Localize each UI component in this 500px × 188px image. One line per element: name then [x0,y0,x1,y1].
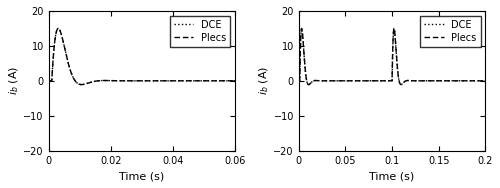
Plecs [56,27,62,30]
Line: Plecs: Plecs [48,28,236,85]
DCE [185,80,191,82]
DCE [46,80,52,82]
DCE [406,80,412,82]
DCE [398,83,404,86]
DCE [305,83,311,86]
DCE [391,27,397,30]
Plecs [398,83,404,86]
DCE [414,80,420,82]
X-axis label: Time (s): Time (s) [370,171,414,181]
DCE [56,27,62,30]
DCE [78,83,84,86]
Plecs [364,80,370,82]
Plecs [296,80,302,82]
DCE [482,80,488,82]
Plecs [414,80,420,82]
X-axis label: Time (s): Time (s) [120,171,164,181]
Line: DCE: DCE [299,28,486,85]
Line: Plecs: Plecs [299,28,486,85]
Plecs [434,80,440,82]
DCE [444,80,450,82]
Plecs [78,83,84,86]
Plecs [117,80,123,82]
Plecs [305,83,311,86]
DCE [364,80,370,82]
Plecs [167,80,173,82]
Plecs [80,83,86,86]
Plecs [158,80,164,82]
Legend: DCE, Plecs: DCE, Plecs [170,16,230,46]
DCE [167,80,173,82]
Plecs [391,27,397,30]
Plecs [406,80,412,82]
Plecs [482,80,488,82]
DCE [158,80,164,82]
Plecs [185,80,191,82]
Plecs [46,80,52,82]
Y-axis label: $i_b$ (A): $i_b$ (A) [7,66,20,96]
Plecs [444,80,450,82]
Line: DCE: DCE [48,28,236,85]
DCE [296,80,302,82]
DCE [434,80,440,82]
Plecs [232,80,238,82]
DCE [117,80,123,82]
DCE [199,80,205,82]
DCE [80,83,86,86]
Y-axis label: $i_b$ (A): $i_b$ (A) [257,66,270,96]
Legend: DCE, Plecs: DCE, Plecs [420,16,480,46]
Plecs [199,80,205,82]
DCE [232,80,238,82]
